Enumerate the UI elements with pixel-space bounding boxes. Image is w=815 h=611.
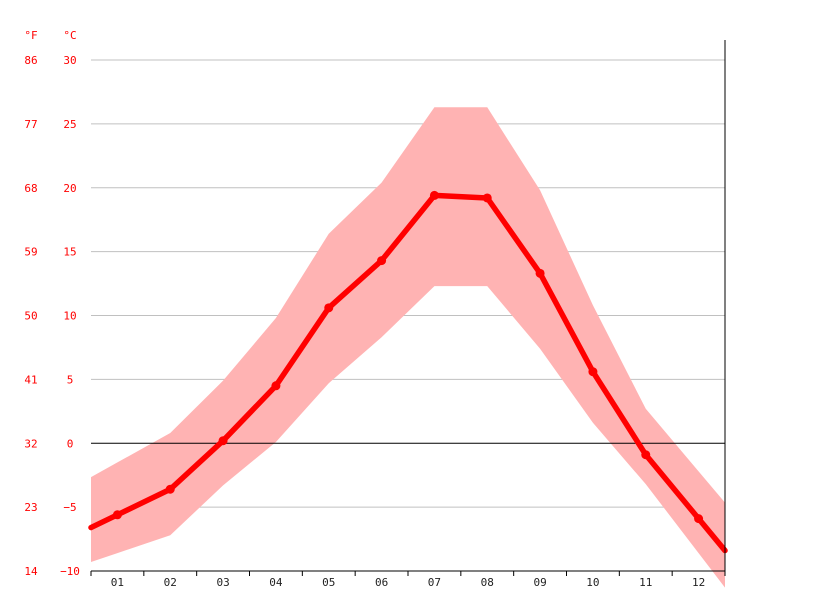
fahrenheit-unit-label: °F — [24, 29, 37, 42]
axes — [90, 40, 726, 576]
y-tick-celsius: 15 — [63, 246, 76, 259]
y-tick-celsius: 25 — [63, 118, 76, 131]
x-tick-label: 03 — [216, 576, 229, 589]
y-tick-celsius: −10 — [60, 565, 80, 578]
x-tick-label: 04 — [269, 576, 283, 589]
data-point — [641, 450, 651, 460]
celsius-unit-label: °C — [63, 29, 76, 42]
y-tick-fahrenheit: 50 — [24, 310, 37, 323]
average-temperature-series — [88, 190, 728, 554]
data-point — [482, 193, 492, 203]
data-point — [218, 436, 228, 446]
data-point — [535, 268, 545, 278]
y-tick-fahrenheit: 41 — [24, 373, 37, 386]
y-tick-celsius: 20 — [63, 182, 76, 195]
data-point — [165, 484, 175, 494]
x-tick-label: 07 — [428, 576, 441, 589]
x-tick-label: 05 — [322, 576, 335, 589]
x-tick-label: 08 — [481, 576, 494, 589]
x-tick-label: 11 — [639, 576, 652, 589]
y-tick-celsius: 5 — [67, 373, 74, 386]
y-tick-celsius: 30 — [63, 54, 76, 67]
y-tick-celsius: 0 — [67, 437, 74, 450]
tick-labels: 86 30 77 25 68 20 59 15 50 10 41 5 32 0 23 −5 14 −10 01 02 0… — [24, 54, 705, 589]
y-tick-celsius: −5 — [63, 501, 76, 514]
y-tick-fahrenheit: 86 — [24, 54, 37, 67]
data-point — [588, 367, 598, 377]
range-band-area — [91, 107, 725, 588]
temperature-range-band — [91, 107, 725, 588]
x-tick-label: 10 — [586, 576, 599, 589]
data-point — [324, 303, 334, 313]
data-point — [694, 514, 704, 524]
data-point — [377, 256, 387, 266]
average-temperature-line — [88, 192, 728, 554]
x-tick-label: 09 — [533, 576, 546, 589]
y-tick-fahrenheit: 68 — [24, 182, 37, 195]
x-tick-label: 01 — [111, 576, 124, 589]
x-tick-label: 02 — [164, 576, 177, 589]
x-tick-label: 06 — [375, 576, 388, 589]
x-tick-label: 12 — [692, 576, 705, 589]
data-point — [429, 190, 439, 200]
y-tick-fahrenheit: 23 — [24, 501, 37, 514]
y-tick-fahrenheit: 14 — [24, 565, 38, 578]
y-tick-fahrenheit: 32 — [24, 437, 37, 450]
y-tick-celsius: 10 — [63, 310, 76, 323]
data-point — [271, 381, 281, 391]
data-point — [112, 510, 122, 520]
y-tick-fahrenheit: 77 — [24, 118, 37, 131]
y-tick-fahrenheit: 59 — [24, 246, 37, 259]
